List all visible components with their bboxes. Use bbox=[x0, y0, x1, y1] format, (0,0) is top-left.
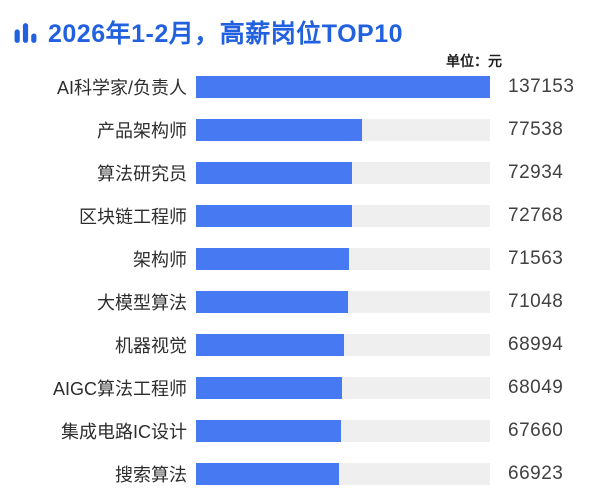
bar-value: 72934 bbox=[508, 162, 564, 183]
bar-track bbox=[196, 291, 490, 313]
bar-fill bbox=[196, 162, 353, 184]
unit-label: 单位：元 bbox=[446, 53, 502, 69]
chart-row: 产品架构师 77538 bbox=[0, 119, 604, 141]
bar-value: 77538 bbox=[508, 119, 564, 140]
bar-fill bbox=[196, 205, 352, 227]
bar-value: 68049 bbox=[508, 377, 564, 398]
bar-fill bbox=[196, 463, 340, 485]
bar-fill bbox=[196, 119, 363, 141]
bar-fill bbox=[196, 377, 342, 399]
bar-value: 137153 bbox=[508, 76, 575, 97]
bar-track bbox=[196, 76, 490, 98]
chart-row: 集成电路IC设计 67660 bbox=[0, 420, 604, 442]
bar-track bbox=[196, 334, 490, 356]
bar-label: 集成电路IC设计 bbox=[61, 422, 187, 442]
bar-track bbox=[196, 119, 490, 141]
bar-chart: AI科学家/负责人 137153 产品架构师 77538 算法研究员 72934 区块链工程… bbox=[0, 76, 604, 485]
chart-row: AIGC算法工程师 68049 bbox=[0, 377, 604, 399]
bar-value: 66923 bbox=[508, 463, 564, 484]
chart-row: 搜索算法 66923 bbox=[0, 463, 604, 485]
bar-fill bbox=[196, 248, 350, 270]
bar-track bbox=[196, 205, 490, 227]
page-title: 2026年1-2月，高薪岗位TOP10 bbox=[48, 20, 403, 48]
bar-fill bbox=[196, 420, 342, 442]
bar-label: AIGC算法工程师 bbox=[52, 379, 187, 399]
bar-label: AI科学家/负责人 bbox=[56, 78, 187, 98]
chart-row: 区块链工程师 72768 bbox=[0, 205, 604, 227]
bar-fill bbox=[196, 291, 349, 313]
bar-value: 68994 bbox=[508, 334, 564, 355]
bar-track bbox=[196, 248, 490, 270]
bar-label: 机器视觉 bbox=[115, 336, 187, 356]
chart-row: 算法研究员 72934 bbox=[0, 162, 604, 184]
chart-row: 大模型算法 71048 bbox=[0, 291, 604, 313]
bar-value: 67660 bbox=[508, 420, 564, 441]
bar-track bbox=[196, 162, 490, 184]
chart-row: 架构师 71563 bbox=[0, 248, 604, 270]
bar-label: 区块链工程师 bbox=[79, 207, 187, 227]
bar-value: 71563 bbox=[508, 248, 564, 269]
chart-row: AI科学家/负责人 137153 bbox=[0, 76, 604, 98]
bar-value: 71048 bbox=[508, 291, 564, 312]
bar-label: 产品架构师 bbox=[97, 121, 187, 141]
bar-track bbox=[196, 420, 490, 442]
bar-track bbox=[196, 463, 490, 485]
chart-row: 机器视觉 68994 bbox=[0, 334, 604, 356]
chart-header: 2026年1-2月，高薪岗位TOP10 bbox=[0, 0, 604, 48]
bar-value: 72768 bbox=[508, 205, 564, 226]
bar-chart-icon bbox=[14, 22, 37, 43]
bar-label: 架构师 bbox=[133, 250, 187, 270]
bar-label: 大模型算法 bbox=[97, 293, 187, 313]
bar-label: 搜索算法 bbox=[115, 465, 187, 485]
bar-fill bbox=[196, 76, 490, 98]
bar-track bbox=[196, 377, 490, 399]
bar-label: 算法研究员 bbox=[97, 164, 187, 184]
bar-fill bbox=[196, 334, 344, 356]
